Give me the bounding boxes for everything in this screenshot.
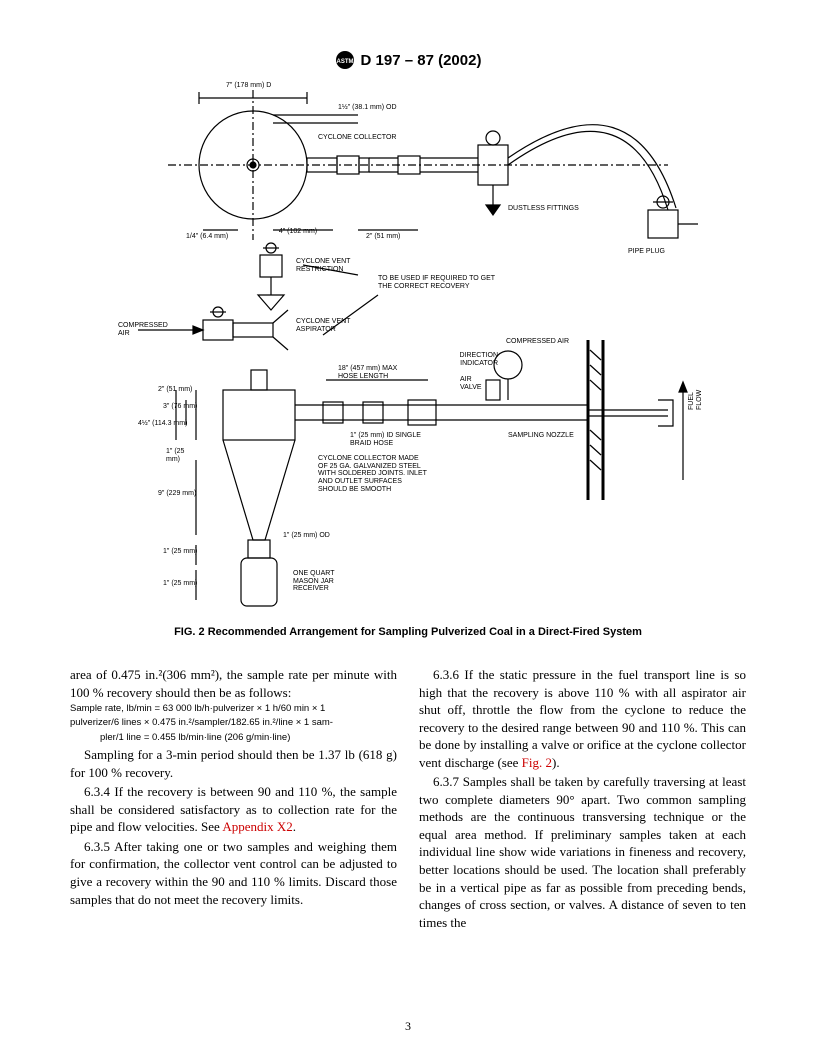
figure-link[interactable]: Fig. 2 (522, 755, 552, 770)
diagram-label: AIR VALVE (460, 376, 490, 391)
dim-label: 1" (25 mm) (163, 580, 197, 588)
diagram-label: TO BE USED IF REQUIRED TO GET THE CORREC… (378, 275, 508, 290)
diagram-label: CYCLONE VENT ASPIRATOR (296, 318, 366, 333)
dim-label: 1½" (38.1 mm) OD (338, 104, 397, 112)
diagram-label: CYCLONE COLLECTOR MADE OF 25 GA. GALVANI… (318, 455, 428, 493)
dim-label: 2" (51 mm) (366, 233, 400, 241)
calculation-line: Sample rate, lb/min = 63 000 lb/h·pulver… (70, 703, 397, 715)
diagram-label: DUSTLESS FITTINGS (508, 205, 579, 213)
body-paragraph: 6.3.4 If the recovery is between 90 and … (70, 783, 397, 836)
dim-label: 1" (25 mm) OD (283, 532, 330, 540)
diagram-label: COMPRESSED AIR (118, 322, 173, 337)
calculation-line: pler/1 line = 0.455 lb/min·line (206 g/m… (70, 732, 397, 744)
diagram-label: FUEL FLOW (688, 390, 703, 410)
dim-label: 18" (457 mm) MAX HOSE LENGTH (338, 365, 398, 380)
diagram-label: PIPE PLUG (628, 248, 665, 256)
dim-label: 2" (51 mm) (158, 386, 192, 394)
diagram-label: COMPRESSED AIR (506, 338, 569, 346)
diagram-label: ONE QUART MASON JAR RECEIVER (293, 570, 353, 593)
diagram-label: 1" (25 mm) ID SINGLE BRAID HOSE (350, 432, 440, 447)
astm-logo-icon: ASTM (335, 50, 355, 70)
body-paragraph: 6.3.7 Samples shall be taken by carefull… (419, 773, 746, 931)
diagram-label: CYCLONE COLLECTOR (318, 134, 396, 142)
dim-label: 4½" (114.3 mm) (138, 420, 187, 428)
body-paragraph: area of 0.475 in.²(306 mm²), the sample … (70, 666, 397, 701)
body-paragraph: 6.3.6 If the static pressure in the fuel… (419, 666, 746, 771)
diagram-label: SAMPLING NOZZLE (508, 432, 574, 440)
dim-label: 1/4" (6.4 mm) (186, 233, 228, 241)
dim-label: 1" (25 mm) (166, 448, 196, 463)
diagram-label: CYCLONE VENT RESTRICTION (296, 258, 366, 273)
dim-label: 1" (25 mm) (163, 548, 197, 556)
svg-text:ASTM: ASTM (336, 59, 353, 65)
body-paragraph: 6.3.5 After taking one or two samples an… (70, 838, 397, 908)
figure-2-diagram: 7" (178 mm) D 1½" (38.1 mm) OD CYCLONE C… (108, 80, 708, 620)
page-header: ASTM D 197 – 87 (2002) (70, 50, 746, 70)
dim-label: 9" (229 mm) (158, 490, 196, 498)
diagram-label: DIRECTION INDICATOR (448, 352, 498, 367)
appendix-link[interactable]: Appendix X2 (222, 819, 292, 834)
body-paragraph: Sampling for a 3-min period should then … (70, 746, 397, 781)
dim-label: 4" (102 mm) (278, 228, 318, 236)
figure-caption: FIG. 2 Recommended Arrangement for Sampl… (70, 626, 746, 638)
body-text-columns: area of 0.475 in.²(306 mm²), the sample … (70, 666, 746, 931)
designation-text: D 197 – 87 (2002) (361, 52, 482, 69)
dim-label: 7" (178 mm) D (226, 82, 271, 90)
page-number: 3 (0, 1019, 816, 1034)
dim-label: 3" (76 mm) (163, 403, 198, 411)
calculation-line: pulverizer/6 lines × 0.475 in.²/sampler/… (70, 717, 397, 729)
